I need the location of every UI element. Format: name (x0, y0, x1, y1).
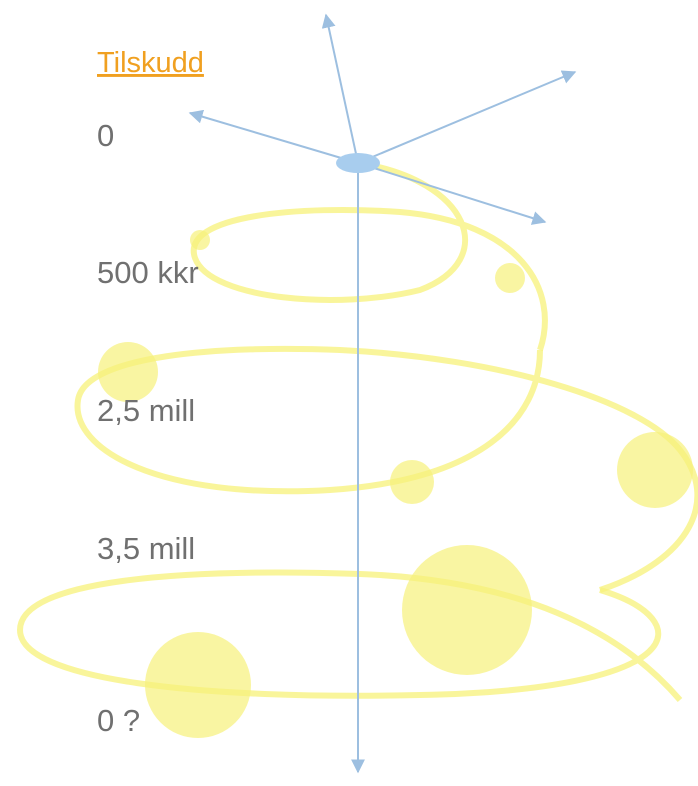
level-label: 0 ? (97, 703, 140, 738)
level-label: 0 (97, 118, 114, 153)
bubble (402, 545, 532, 675)
arrow (326, 15, 358, 163)
diagram: Tilskudd 0 500 kkr 2,5 mill 3,5 mill 0 ? (0, 0, 698, 786)
title-link[interactable]: Tilskudd (97, 47, 204, 79)
bubble (495, 263, 525, 293)
level-label: 3,5 mill (97, 531, 195, 566)
bubble (190, 230, 210, 250)
arrow (190, 113, 358, 163)
bubble (390, 460, 434, 504)
level-label: 500 kkr (97, 255, 199, 290)
hub (336, 153, 380, 173)
bubble (145, 632, 251, 738)
arrow (358, 72, 575, 163)
axes (190, 15, 575, 772)
level-label: 2,5 mill (97, 393, 195, 428)
bubble (617, 432, 693, 508)
